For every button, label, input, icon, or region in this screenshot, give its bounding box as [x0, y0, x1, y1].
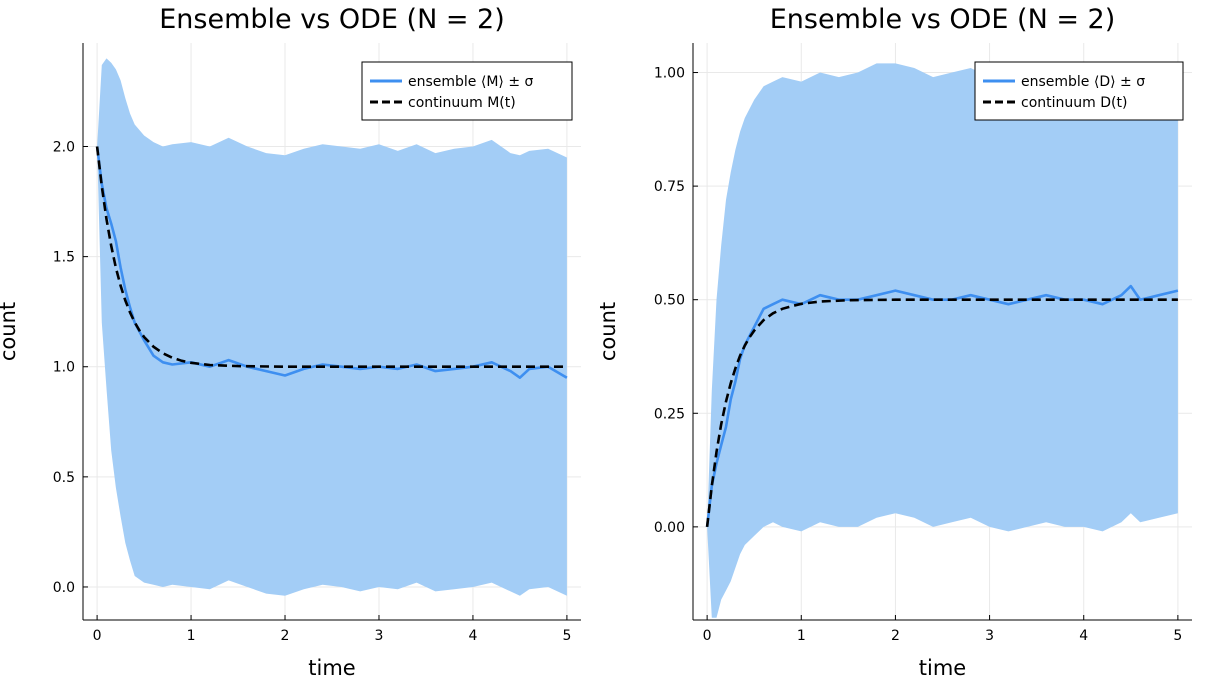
legend-box [974, 61, 1184, 121]
ensemble-sigma-band [707, 63, 1178, 618]
y-tick-label: 1.5 [53, 250, 75, 266]
legend-label-continuum: continuum D(t) [1021, 95, 1127, 111]
ensemble-mean-line [95, 146, 568, 379]
x-tick-label: 1 [797, 628, 806, 644]
ensemble-sigma-band [97, 58, 567, 596]
legend-box [361, 61, 573, 121]
y-axis-label: count [0, 302, 20, 361]
y-tick-label: 0.25 [654, 406, 685, 422]
chart-panel-left: 0 1 2 3 4 5 0.0 0.5 1.0 1.5 2.0 Ensemble vs ODE (N … [0, 4, 581, 680]
chart-panel-right: 0 1 2 3 4 5 0.00 0.25 0.50 0.75 1.00 Ensemble vs OD… [596, 4, 1192, 680]
ensemble-mean-line [705, 284, 1179, 528]
x-tick-label: 4 [468, 628, 477, 644]
x-tick-label: 0 [93, 628, 102, 644]
x-tick-label: 1 [187, 628, 196, 644]
continuum-ode-line [95, 146, 567, 368]
x-tick-label: 5 [562, 628, 571, 644]
y-axis-label: count [596, 302, 620, 361]
x-tick-label: 5 [1173, 628, 1182, 644]
x-tick-label: 3 [375, 628, 384, 644]
x-tick-label: 3 [985, 628, 994, 644]
chart-title: Ensemble vs ODE (N = 2) [770, 4, 1116, 35]
legend-label-ensemble: ensemble ⟨M⟩ ± σ [408, 74, 534, 90]
y-tick-label: 2.0 [53, 140, 75, 156]
y-tick-label: 0.00 [654, 520, 685, 536]
x-tick-label: 0 [703, 628, 712, 644]
x-axis-label: time [919, 656, 966, 680]
y-tick-label: 1.0 [53, 360, 75, 376]
y-tick-label: 1.00 [654, 66, 685, 82]
legend-label-ensemble: ensemble ⟨D⟩ ± σ [1021, 74, 1145, 90]
legend-label-continuum: continuum M(t) [408, 95, 516, 111]
x-tick-label: 2 [891, 628, 900, 644]
x-axis-label: time [308, 656, 355, 680]
continuum-ode-line [705, 298, 1178, 528]
y-tick-label: 0.5 [53, 470, 75, 486]
x-tick-label: 2 [281, 628, 290, 644]
y-tick-label: 0.75 [654, 179, 685, 195]
y-tick-label: 0.0 [53, 580, 75, 596]
chart-title: Ensemble vs ODE (N = 2) [159, 4, 505, 35]
x-tick-label: 4 [1079, 628, 1088, 644]
y-tick-label: 0.50 [654, 293, 685, 309]
